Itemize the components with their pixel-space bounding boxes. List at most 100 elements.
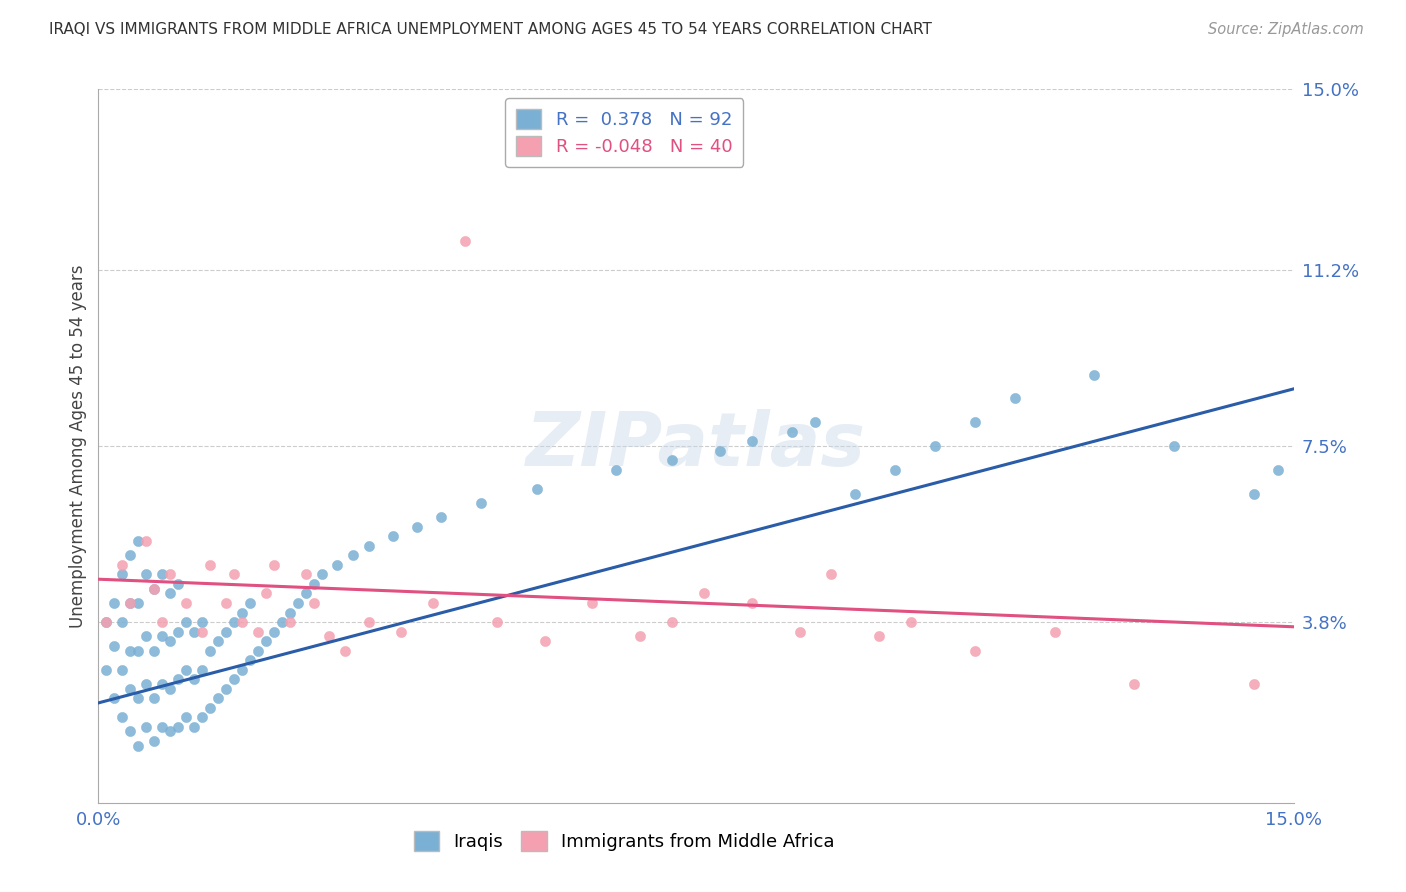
Point	[167, 672, 190, 686]
Point	[239, 596, 262, 610]
Point	[103, 691, 125, 706]
Point	[628, 629, 651, 643]
Point	[191, 624, 214, 639]
Point	[198, 558, 221, 572]
Point	[174, 596, 197, 610]
Point	[135, 720, 157, 734]
Point	[789, 624, 811, 639]
Point	[709, 443, 731, 458]
Point	[263, 624, 285, 639]
Point	[231, 606, 253, 620]
Point	[924, 439, 946, 453]
Point	[215, 681, 238, 696]
Point	[661, 615, 683, 629]
Point	[741, 596, 763, 610]
Point	[127, 596, 149, 610]
Point	[127, 739, 149, 753]
Point	[207, 691, 229, 706]
Point	[1004, 392, 1026, 406]
Point	[174, 710, 197, 724]
Point	[150, 629, 173, 643]
Point	[143, 691, 166, 706]
Point	[342, 549, 364, 563]
Point	[159, 681, 181, 696]
Point	[159, 567, 181, 582]
Point	[215, 624, 238, 639]
Point	[127, 691, 149, 706]
Point	[150, 615, 173, 629]
Point	[533, 634, 555, 648]
Point	[1163, 439, 1185, 453]
Point	[868, 629, 890, 643]
Point	[246, 624, 269, 639]
Point	[287, 596, 309, 610]
Point	[780, 425, 803, 439]
Point	[150, 720, 173, 734]
Point	[1083, 368, 1105, 382]
Point	[1243, 677, 1265, 691]
Point	[159, 634, 181, 648]
Point	[103, 596, 125, 610]
Point	[239, 653, 262, 667]
Point	[103, 639, 125, 653]
Point	[135, 567, 157, 582]
Point	[1123, 677, 1146, 691]
Point	[278, 615, 301, 629]
Point	[311, 567, 333, 582]
Legend: Iraqis, Immigrants from Middle Africa: Iraqis, Immigrants from Middle Africa	[406, 823, 842, 858]
Point	[150, 567, 173, 582]
Point	[804, 415, 827, 429]
Point	[207, 634, 229, 648]
Point	[120, 596, 142, 610]
Point	[526, 482, 548, 496]
Point	[359, 539, 381, 553]
Point	[191, 615, 214, 629]
Point	[389, 624, 412, 639]
Point	[127, 534, 149, 549]
Point	[1243, 486, 1265, 500]
Point	[884, 463, 907, 477]
Point	[1267, 463, 1289, 477]
Point	[191, 710, 214, 724]
Point	[382, 529, 405, 543]
Point	[111, 615, 134, 629]
Text: IRAQI VS IMMIGRANTS FROM MIDDLE AFRICA UNEMPLOYMENT AMONG AGES 45 TO 54 YEARS CO: IRAQI VS IMMIGRANTS FROM MIDDLE AFRICA U…	[49, 22, 932, 37]
Point	[302, 596, 325, 610]
Point	[406, 520, 429, 534]
Point	[167, 624, 190, 639]
Point	[222, 615, 245, 629]
Point	[581, 596, 603, 610]
Point	[222, 567, 245, 582]
Point	[111, 663, 134, 677]
Point	[246, 643, 269, 657]
Text: Source: ZipAtlas.com: Source: ZipAtlas.com	[1208, 22, 1364, 37]
Point	[254, 586, 277, 600]
Point	[278, 606, 301, 620]
Point	[120, 549, 142, 563]
Point	[254, 634, 277, 648]
Point	[359, 615, 381, 629]
Point	[183, 672, 205, 686]
Point	[900, 615, 922, 629]
Point	[143, 582, 166, 596]
Point	[485, 615, 508, 629]
Point	[263, 558, 285, 572]
Point	[159, 724, 181, 739]
Point	[135, 629, 157, 643]
Point	[963, 415, 986, 429]
Point	[741, 434, 763, 449]
Point	[605, 463, 627, 477]
Point	[963, 643, 986, 657]
Point	[111, 567, 134, 582]
Point	[174, 663, 197, 677]
Point	[120, 596, 142, 610]
Point	[135, 534, 157, 549]
Point	[844, 486, 866, 500]
Point	[120, 681, 142, 696]
Point	[111, 710, 134, 724]
Point	[294, 567, 316, 582]
Point	[335, 643, 357, 657]
Point	[143, 643, 166, 657]
Point	[96, 663, 118, 677]
Point	[222, 672, 245, 686]
